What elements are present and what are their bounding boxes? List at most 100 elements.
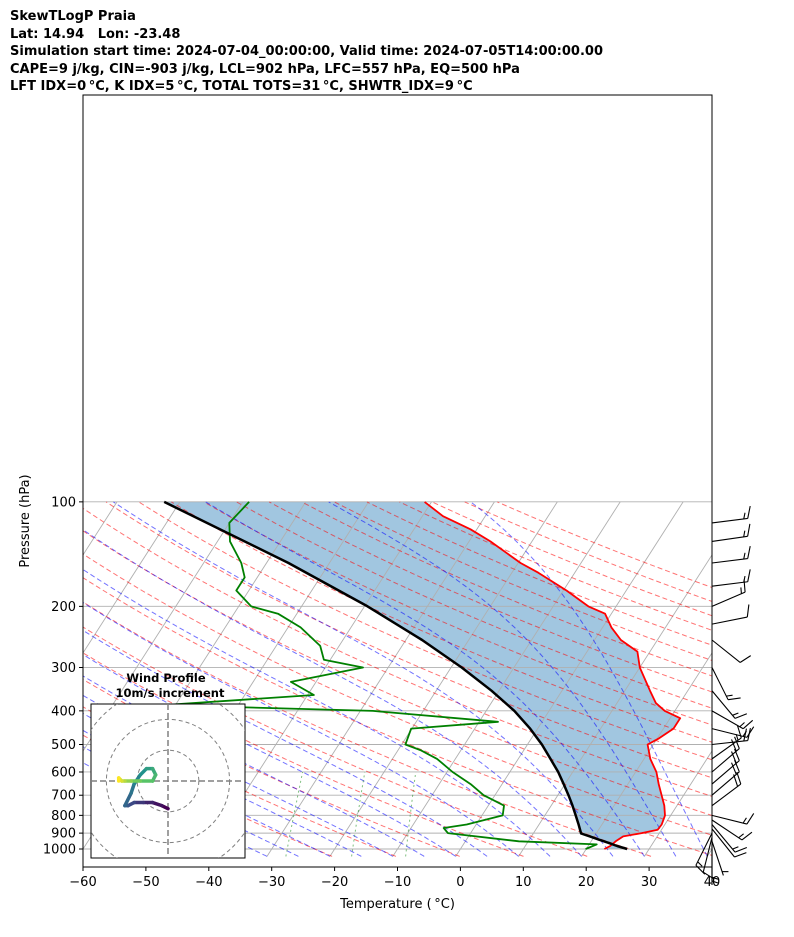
cin-cape-area <box>164 501 681 849</box>
x-tick-label: −40 <box>195 875 222 890</box>
isotherm-line <box>581 652 712 857</box>
moist-adiabat <box>113 501 614 857</box>
wind-barb <box>711 579 746 607</box>
barb-staff <box>711 739 748 746</box>
y-tick-label: 900 <box>51 827 76 842</box>
moist-adiabat <box>83 601 519 857</box>
wind-barb <box>711 690 748 719</box>
barb-flag <box>747 569 751 582</box>
location-line: Lat: 14.94 Lon: -23.48 <box>10 26 181 42</box>
barb-flag <box>747 523 751 537</box>
inset-plot <box>91 704 245 858</box>
dry-adiabat <box>203 501 712 726</box>
barb-flag <box>746 813 755 825</box>
y-tick-label: 700 <box>51 789 76 804</box>
moist-adiabat <box>83 529 582 857</box>
speed-ring <box>136 749 200 813</box>
barb-half-flag <box>743 575 746 583</box>
indices-line-1: CAPE=9 j/kg, CIN=-903 j/kg, LCL=902 hPa,… <box>10 61 520 77</box>
dry-adiabat <box>334 501 712 662</box>
sounding-profiles <box>161 500 682 851</box>
isotherm-line <box>455 501 684 857</box>
time-line: Simulation start time: 2024-07-04_00:00:… <box>10 44 603 60</box>
barb-flag <box>734 847 748 853</box>
barb-staff <box>711 783 742 807</box>
barb-staff <box>711 639 741 663</box>
isotherm-line <box>392 501 621 857</box>
barb-staff <box>711 771 740 796</box>
wind-barb <box>702 837 715 880</box>
x-tick-label: −60 <box>69 875 96 890</box>
cape-cin-shading <box>164 501 681 849</box>
barb-flag <box>746 604 750 618</box>
wind-barb <box>711 736 740 773</box>
barb-staff <box>711 841 724 876</box>
x-tick-label: 0 <box>456 875 464 890</box>
barb-half-flag <box>740 587 742 594</box>
wind-barb <box>711 710 754 730</box>
wind-barb <box>711 667 741 701</box>
wind-barb <box>711 828 747 858</box>
temperature-profile <box>424 501 682 850</box>
barb-staff <box>711 728 748 738</box>
y-tick-label: 400 <box>51 704 76 719</box>
wind-barb <box>711 604 750 625</box>
wind-barb <box>711 819 753 841</box>
wind-barb <box>711 639 752 663</box>
isotherm-line <box>644 750 712 857</box>
barb-staff <box>711 828 735 858</box>
moist-adiabat <box>83 629 488 857</box>
x-tick-label: −20 <box>321 875 348 890</box>
x-tick-label: −30 <box>258 875 285 890</box>
inset-subtitle: 10m/s increment <box>116 686 225 700</box>
isotherm-line <box>518 554 712 857</box>
wind-barb <box>711 569 751 587</box>
hodograph-segment <box>123 791 133 808</box>
y-tick-label: 100 <box>51 495 76 510</box>
chart-title: SkewTLogP Praia <box>10 9 136 24</box>
dry-adiabat <box>83 530 712 817</box>
isotherm-line <box>83 501 181 654</box>
barb-flag <box>747 546 751 559</box>
barb-flag <box>734 852 747 858</box>
wind-barb <box>695 832 713 875</box>
wind-barb <box>711 845 719 882</box>
barb-half-flag <box>743 530 746 537</box>
barb-staff <box>702 837 713 873</box>
barb-flag <box>734 713 748 719</box>
barb-staff <box>711 535 748 542</box>
barb-staff <box>711 591 746 607</box>
barb-flag <box>747 505 751 519</box>
barb-flag <box>731 739 737 752</box>
wind-barb <box>711 813 755 825</box>
y-tick-label: 1000 <box>43 843 76 858</box>
barb-staff <box>711 748 740 773</box>
y-tick-label: 300 <box>51 661 76 676</box>
y-tick-label: 800 <box>51 809 76 824</box>
y-tick-label: 500 <box>51 738 76 753</box>
x-axis-label: Temperature ( °C) <box>339 897 455 912</box>
barb-flag <box>741 831 753 841</box>
moist-adiabat <box>83 568 551 857</box>
isotherm-line <box>706 848 712 857</box>
barb-flag <box>731 762 737 775</box>
barb-half-flag <box>697 861 703 867</box>
dry-adiabat <box>138 501 712 761</box>
dry-adiabat <box>83 678 460 857</box>
barb-half-flag <box>742 730 747 737</box>
barb-half-flag <box>711 880 719 884</box>
barb-staff <box>711 517 748 524</box>
barb-staff <box>711 760 740 785</box>
dry-adiabat <box>105 501 712 779</box>
barb-flag <box>734 748 740 761</box>
x-tick-label: −10 <box>384 875 411 890</box>
wind-barb <box>711 824 748 853</box>
dry-adiabat <box>83 706 397 857</box>
parcel-profile <box>163 500 628 851</box>
y-axis-label: Pressure (hPa) <box>18 474 33 567</box>
barb-half-flag <box>738 833 744 839</box>
barb-half-flag <box>726 694 733 697</box>
wind-barb <box>711 726 755 738</box>
y-tick-label: 600 <box>51 765 76 780</box>
wind-barb <box>711 546 751 564</box>
